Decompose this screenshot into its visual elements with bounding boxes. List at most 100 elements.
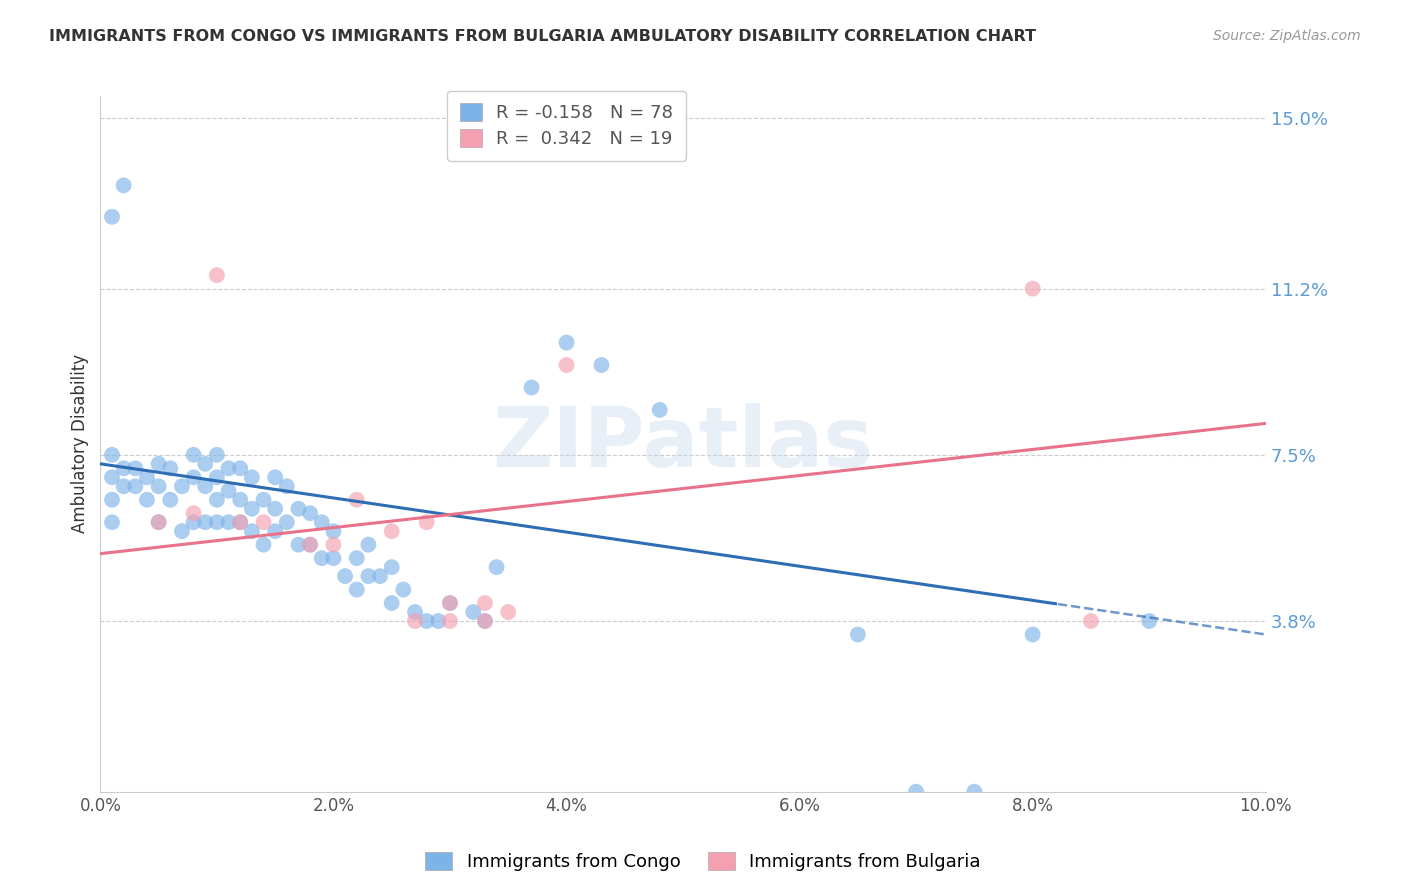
Point <box>276 479 298 493</box>
Point <box>170 479 193 493</box>
Point <box>381 560 404 574</box>
Legend: Immigrants from Congo, Immigrants from Bulgaria: Immigrants from Congo, Immigrants from B… <box>418 846 988 879</box>
Point <box>415 515 437 529</box>
Point <box>463 605 485 619</box>
Point <box>474 596 496 610</box>
Point <box>963 785 986 799</box>
Point <box>264 524 287 539</box>
Point <box>252 492 274 507</box>
Point <box>101 515 124 529</box>
Point <box>404 605 426 619</box>
Point <box>205 515 228 529</box>
Point <box>101 470 124 484</box>
Point <box>1021 627 1043 641</box>
Point <box>183 470 205 484</box>
Point <box>905 785 928 799</box>
Point <box>112 479 135 493</box>
Point <box>159 461 181 475</box>
Point <box>252 538 274 552</box>
Point <box>427 614 450 628</box>
Point <box>148 457 170 471</box>
Point <box>112 461 135 475</box>
Point <box>346 551 368 566</box>
Point <box>240 501 263 516</box>
Point <box>264 470 287 484</box>
Text: IMMIGRANTS FROM CONGO VS IMMIGRANTS FROM BULGARIA AMBULATORY DISABILITY CORRELAT: IMMIGRANTS FROM CONGO VS IMMIGRANTS FROM… <box>49 29 1036 44</box>
Point <box>101 448 124 462</box>
Point <box>357 569 380 583</box>
Point <box>381 596 404 610</box>
Point <box>194 457 217 471</box>
Point <box>322 551 344 566</box>
Point <box>555 358 578 372</box>
Point <box>299 506 322 520</box>
Point <box>555 335 578 350</box>
Point <box>415 614 437 628</box>
Point <box>346 582 368 597</box>
Point <box>322 538 344 552</box>
Point <box>439 614 461 628</box>
Point <box>346 492 368 507</box>
Point <box>229 461 252 475</box>
Point <box>183 515 205 529</box>
Point <box>322 524 344 539</box>
Point <box>264 501 287 516</box>
Point <box>368 569 391 583</box>
Point <box>485 560 508 574</box>
Point <box>183 448 205 462</box>
Point <box>136 470 159 484</box>
Point <box>136 492 159 507</box>
Point <box>252 515 274 529</box>
Point <box>148 515 170 529</box>
Point <box>205 448 228 462</box>
Point <box>194 479 217 493</box>
Text: Source: ZipAtlas.com: Source: ZipAtlas.com <box>1213 29 1361 43</box>
Point <box>159 492 181 507</box>
Point <box>183 506 205 520</box>
Point <box>170 524 193 539</box>
Point <box>287 538 309 552</box>
Point <box>148 479 170 493</box>
Point <box>218 483 240 498</box>
Point <box>299 538 322 552</box>
Point <box>496 605 519 619</box>
Point <box>148 515 170 529</box>
Point <box>846 627 869 641</box>
Point <box>101 492 124 507</box>
Y-axis label: Ambulatory Disability: Ambulatory Disability <box>72 354 89 533</box>
Point <box>333 569 356 583</box>
Point <box>112 178 135 193</box>
Point <box>124 479 146 493</box>
Point <box>520 380 543 394</box>
Point <box>1080 614 1102 628</box>
Point <box>229 492 252 507</box>
Point <box>124 461 146 475</box>
Point <box>218 515 240 529</box>
Point <box>404 614 426 628</box>
Legend: R = -0.158   N = 78, R =  0.342   N = 19: R = -0.158 N = 78, R = 0.342 N = 19 <box>447 91 686 161</box>
Point <box>240 470 263 484</box>
Point <box>240 524 263 539</box>
Point <box>101 210 124 224</box>
Point <box>474 614 496 628</box>
Point <box>1021 282 1043 296</box>
Point <box>287 501 309 516</box>
Point <box>218 461 240 475</box>
Point <box>591 358 613 372</box>
Point <box>381 524 404 539</box>
Point <box>648 403 671 417</box>
Point <box>229 515 252 529</box>
Point <box>474 614 496 628</box>
Point <box>229 515 252 529</box>
Point <box>205 470 228 484</box>
Point <box>194 515 217 529</box>
Point <box>439 596 461 610</box>
Point <box>392 582 415 597</box>
Point <box>1137 614 1160 628</box>
Point <box>439 596 461 610</box>
Point <box>299 538 322 552</box>
Text: ZIPatlas: ZIPatlas <box>492 403 873 484</box>
Point <box>311 515 333 529</box>
Point <box>357 538 380 552</box>
Point <box>276 515 298 529</box>
